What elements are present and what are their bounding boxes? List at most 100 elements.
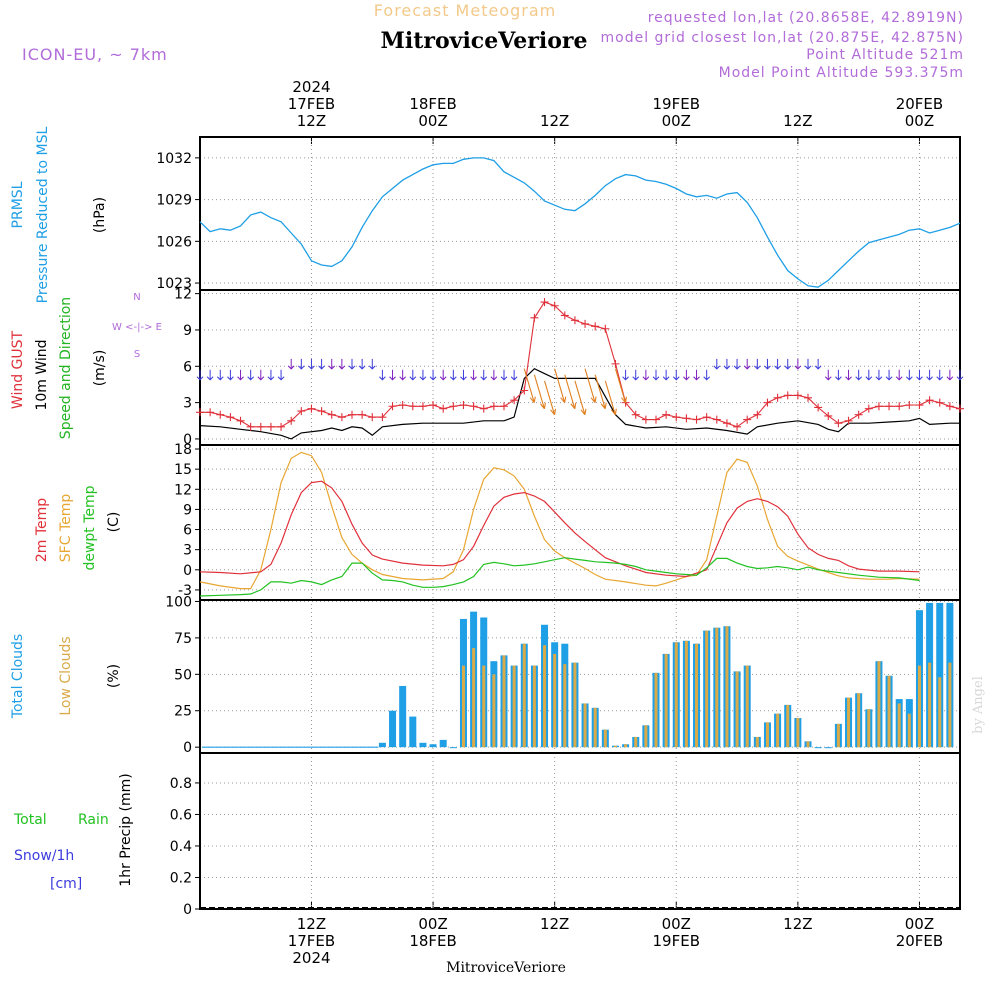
total-cloud-bar (378, 742, 386, 748)
gust-marker (692, 415, 701, 424)
total-cloud-bar (419, 742, 427, 748)
gust-marker (570, 316, 579, 325)
gust-marker (429, 401, 438, 410)
total-cloud-bar (449, 747, 457, 749)
pressure-label-2: Pressure Reduced to MSL (35, 126, 51, 303)
low-cloud-bar (613, 745, 617, 748)
panel-frame (199, 752, 961, 910)
compass-south: S (134, 349, 140, 360)
gust-marker (479, 404, 488, 413)
wind-arrow (470, 369, 477, 381)
gust-marker (682, 414, 691, 423)
gust-marker (418, 402, 427, 411)
y-tick-label: 0.6 (170, 807, 192, 823)
wind-arrow (439, 369, 447, 381)
wind-arrow (733, 358, 741, 370)
low-cloud-bar (715, 627, 719, 748)
low-cloud-bar (836, 723, 840, 748)
wind-arrow (419, 369, 427, 381)
wind-arrow (523, 368, 536, 404)
low-cloud-bar (786, 704, 790, 748)
gust-marker (834, 419, 843, 428)
low-cloud-bar (857, 693, 861, 748)
wind-arrow (926, 369, 933, 381)
gust-marker (672, 413, 681, 422)
dewpoint-line (199, 557, 920, 597)
wind-arrow (574, 380, 587, 416)
bottom-station: MitroviceVeriore (446, 960, 566, 976)
gust-marker (601, 324, 610, 333)
gust-marker (500, 402, 508, 411)
wind-arrow (429, 369, 437, 381)
wind-arrow (905, 369, 913, 381)
gust-marker (550, 301, 559, 310)
y-tick-label: 6 (183, 523, 192, 539)
wind-arrow (622, 369, 629, 381)
y-tick-label: 6 (183, 359, 192, 375)
top-time-label: 12Z (297, 112, 326, 130)
wind-arrow (554, 368, 567, 404)
low-cloud-bar (735, 671, 739, 748)
t2m-line (199, 480, 920, 578)
gust-marker (864, 404, 873, 413)
wind-arrow (358, 358, 366, 370)
low-cloud-bar (624, 744, 628, 748)
y-tick-label: 18 (174, 442, 192, 458)
y-tick-label: 0 (183, 563, 192, 579)
temp-label-3: dewpt Temp (82, 485, 98, 570)
bottom-time-label: 17FEB (288, 932, 335, 950)
wind-arrow (338, 358, 346, 370)
low-cloud-bar (461, 665, 465, 748)
wind-arrow (604, 380, 617, 416)
wind-arrow (723, 358, 731, 370)
wind-arrow (753, 358, 761, 370)
low-cloud-bar (482, 665, 486, 748)
top-time-label: 12Z (540, 112, 569, 130)
precip-rain-label: Rain (78, 812, 109, 828)
gust-marker (277, 422, 286, 431)
gust-marker (722, 419, 731, 428)
gust-line (200, 301, 961, 428)
wind-arrow (652, 369, 660, 381)
gust-marker (712, 415, 721, 424)
total-cloud-bar (814, 747, 822, 749)
precip-total-label: Total (13, 812, 47, 828)
wind-arrow (594, 374, 607, 410)
cloud-label-1: Total Clouds (10, 634, 26, 719)
low-cloud-bar (867, 709, 871, 748)
bottom-time-label: 00Z (418, 915, 447, 933)
wind-arrow (216, 369, 224, 381)
sfc-temp-line (199, 451, 920, 590)
gust-marker (844, 416, 853, 425)
top-time-label: 2024 (292, 78, 330, 96)
bottom-time-label: 18FEB (409, 932, 456, 950)
wind-arrow (206, 369, 214, 381)
panel-frame (199, 444, 961, 601)
wind-arrow (804, 358, 812, 370)
gust-marker (662, 410, 671, 419)
top-time-label: 19FEB (653, 95, 700, 113)
panel-precip: 0 0.2 0.4 0.6 0.8 (170, 752, 961, 918)
y-tick-label: -3 (178, 583, 192, 599)
y-tick-label: 15 (174, 462, 192, 478)
wind-arrow (814, 358, 822, 370)
low-cloud-bar (765, 722, 769, 748)
total-cloud-bar (389, 710, 397, 748)
low-cloud-bar (603, 729, 607, 748)
low-cloud-bar (887, 675, 891, 748)
wind-arrow (227, 369, 234, 381)
gust-marker (398, 401, 407, 410)
wind-arrow (693, 369, 700, 381)
wind-arrow (703, 369, 711, 381)
top-time-label: 20FEB (896, 95, 943, 113)
model-label: ICON-EU, ~ 7km (22, 45, 168, 64)
gust-marker (256, 422, 265, 431)
gust-markers (196, 298, 964, 431)
gust-marker (530, 313, 539, 322)
gust-marker (459, 401, 468, 410)
wind-unit: (m/s) (92, 350, 108, 387)
total-cloud-bar (429, 744, 437, 748)
y-tick-label: 0 (183, 902, 192, 918)
